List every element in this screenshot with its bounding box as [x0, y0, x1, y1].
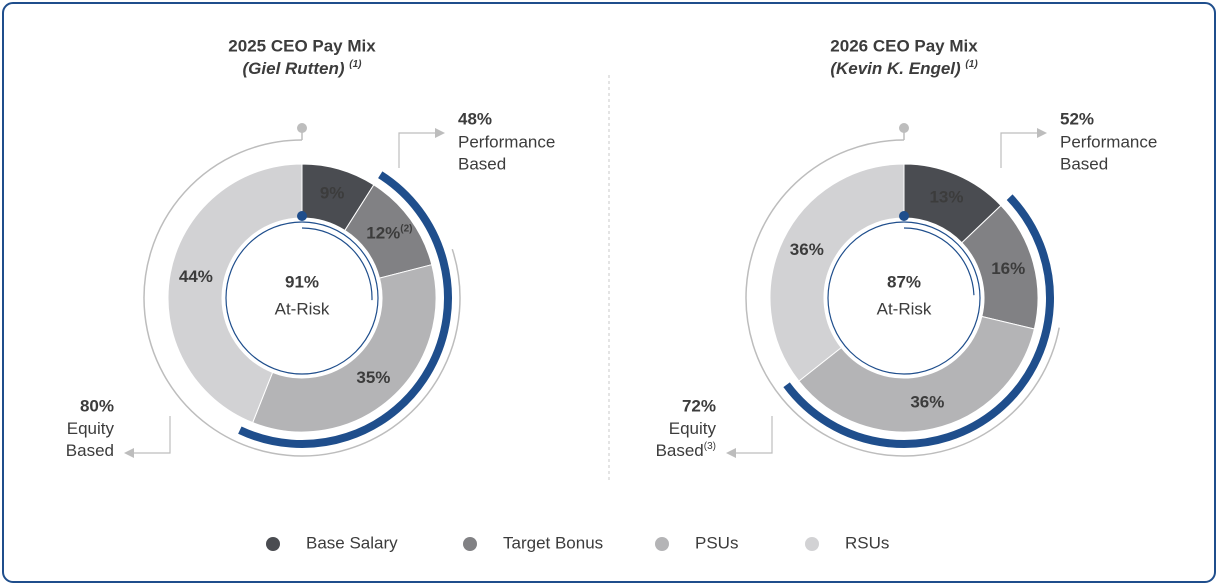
equity-arc — [745, 139, 1060, 457]
equity-text: Based — [66, 441, 114, 460]
data-label: 9% — [320, 184, 345, 203]
arrow-head — [726, 448, 736, 458]
legend-label: PSUs — [695, 533, 738, 552]
legend-swatch — [805, 537, 819, 551]
equity-text: Equity — [67, 419, 115, 438]
center-value: 87% — [887, 272, 921, 291]
legend-label: Target Bonus — [503, 533, 603, 552]
equity-line: Based — [656, 441, 704, 460]
performance-arc — [783, 194, 1054, 448]
data-label: 36% — [910, 393, 944, 412]
equity-line: Equity — [67, 419, 115, 438]
center-text: At-Risk — [877, 299, 932, 318]
chart-title: 2026 CEO Pay Mix — [830, 36, 978, 55]
chart-subtitle: (Kevin K. Engel) (1) — [830, 59, 978, 78]
performance-text: Performance — [1060, 132, 1157, 151]
center-text: At-Risk — [275, 299, 330, 318]
data-label: 12%(2) — [366, 224, 412, 243]
data-label-text: 12% — [366, 224, 400, 243]
arrow-head — [435, 128, 445, 138]
inner-ring — [827, 221, 981, 375]
donut-segment — [769, 163, 905, 382]
center-value: 91% — [285, 272, 319, 291]
data-label-text: 16% — [991, 259, 1025, 278]
callout-line — [132, 416, 171, 454]
footnote-mark: (1) — [349, 59, 362, 70]
performance-value: 48% — [458, 109, 492, 128]
performance-text: Based — [458, 154, 506, 173]
legend-swatch — [655, 537, 669, 551]
performance-value: 52% — [1060, 109, 1094, 128]
data-label-text: 13% — [929, 188, 963, 207]
equity-text: Based(3) — [656, 441, 716, 460]
data-label-text: 44% — [179, 267, 213, 286]
equity-value: 80% — [80, 396, 114, 415]
equity-line: Equity — [669, 419, 717, 438]
performance-arc — [238, 171, 452, 448]
performance-text: Based — [1060, 154, 1108, 173]
donut-segment — [798, 315, 1035, 433]
subtitle-text: (Kevin K. Engel) — [830, 59, 961, 78]
data-label: 16% — [991, 259, 1025, 278]
data-label-text: 36% — [910, 393, 944, 412]
chart-subtitle: (Giel Rutten) (1) — [243, 59, 363, 78]
donut-segment — [252, 264, 437, 433]
inner-ring — [225, 221, 379, 375]
footnote-mark: (2) — [400, 224, 412, 235]
at-risk-dot — [297, 211, 307, 221]
callout-line — [398, 132, 437, 168]
chart-title: 2025 CEO Pay Mix — [228, 36, 376, 55]
legend-swatch — [266, 537, 280, 551]
data-label: 35% — [356, 368, 390, 387]
callout-line — [734, 416, 773, 454]
equity-arc — [143, 139, 461, 457]
equity-text: Equity — [669, 419, 717, 438]
legend-label: Base Salary — [306, 533, 398, 552]
equity-line: Based — [66, 441, 114, 460]
data-label-text: 9% — [320, 184, 345, 203]
donut-segment — [167, 163, 303, 424]
data-label: 36% — [790, 240, 824, 259]
arrow-head — [124, 448, 134, 458]
legend-swatch — [463, 537, 477, 551]
footnote-mark: (1) — [965, 59, 978, 70]
equity-value: 72% — [682, 396, 716, 415]
data-label-text: 36% — [790, 240, 824, 259]
footnote-mark: (3) — [704, 441, 716, 452]
subtitle-text: (Giel Rutten) — [243, 59, 345, 78]
callout-line — [1000, 132, 1039, 168]
data-label: 13% — [929, 188, 963, 207]
at-risk-arc — [903, 227, 975, 296]
data-label-text: 35% — [356, 368, 390, 387]
legend-label: RSUs — [845, 533, 889, 552]
data-label: 44% — [179, 267, 213, 286]
at-risk-dot — [899, 211, 909, 221]
performance-text: Performance — [458, 132, 555, 151]
at-risk-arc — [301, 227, 373, 301]
arrow-head — [1037, 128, 1047, 138]
